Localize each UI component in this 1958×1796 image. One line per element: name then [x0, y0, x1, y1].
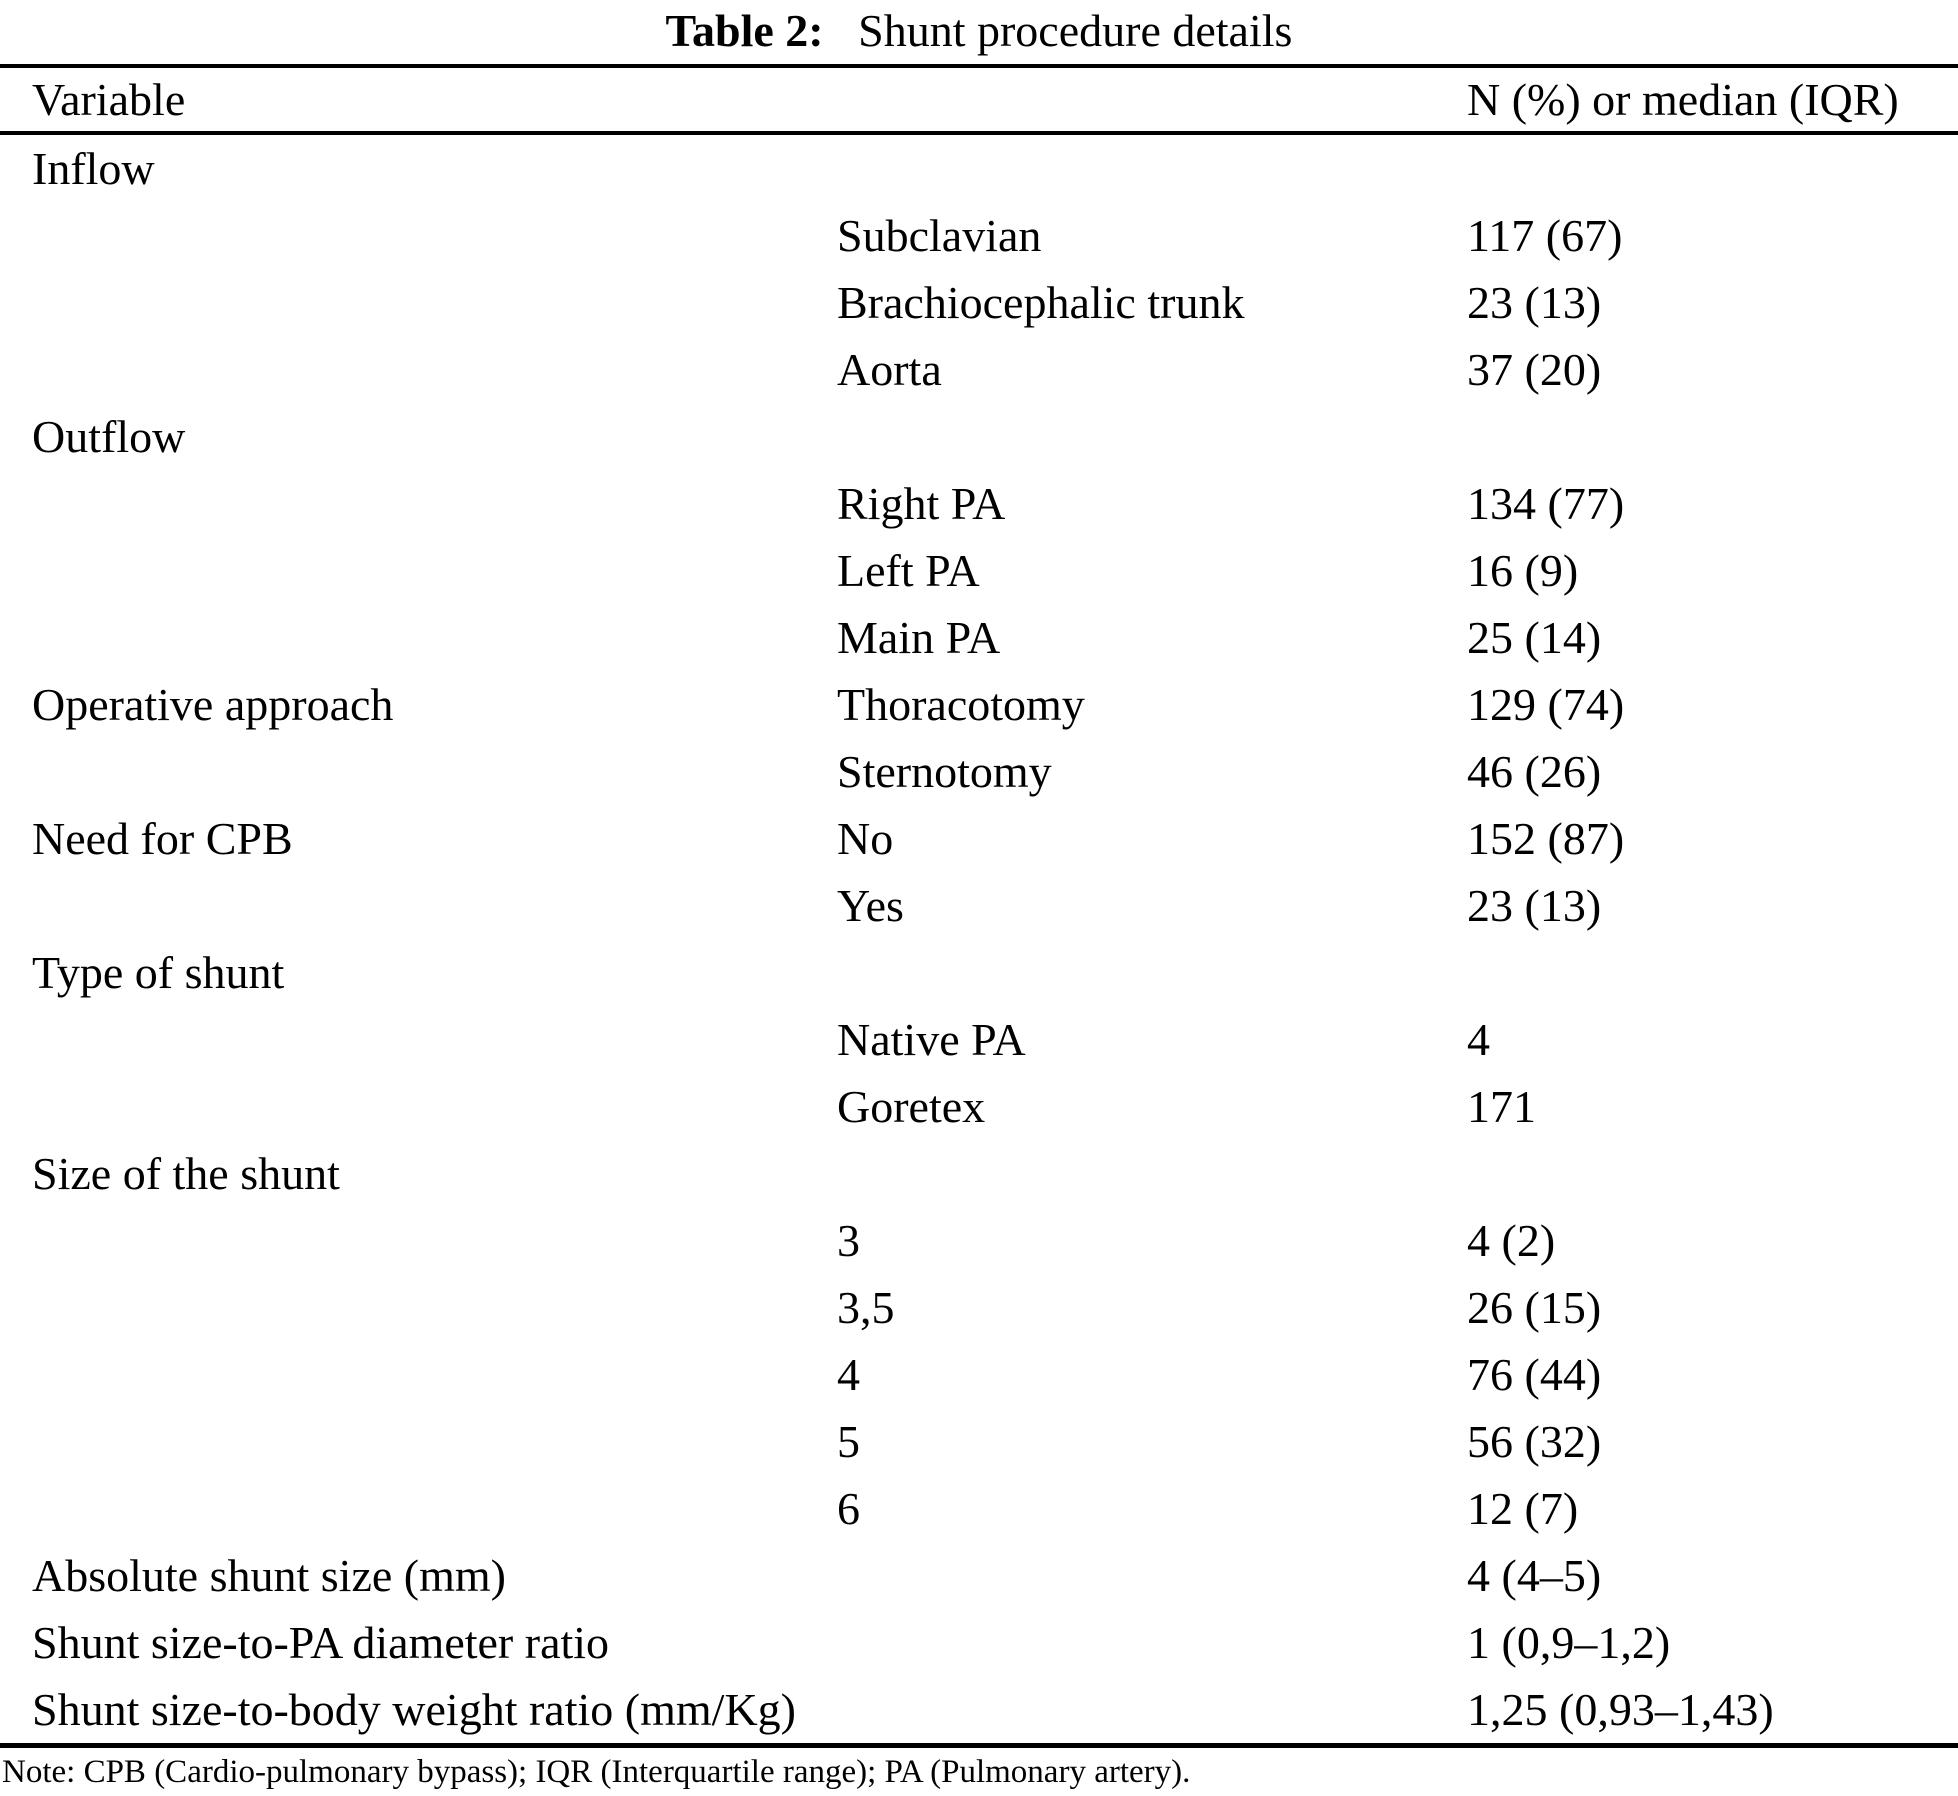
table-caption: Table 2: Shunt procedure details	[0, 2, 1958, 60]
cell-value: 1,25 (0,93–1,43)	[1467, 1684, 1774, 1735]
cell-value: 26 (15)	[1467, 1282, 1602, 1333]
cell-value: 23 (13)	[1467, 277, 1602, 328]
table-row: Absolute shunt size (mm) 4 (4–5)	[0, 1542, 1958, 1609]
cell-subcategory: Main PA	[837, 612, 1001, 663]
table-row: Native PA 4	[0, 1006, 1958, 1073]
table-row: Goretex 171	[0, 1073, 1958, 1140]
cell-variable: Size of the shunt	[32, 1148, 340, 1199]
table-caption-text: Shunt procedure details	[858, 5, 1293, 56]
cell-value: 129 (74)	[1467, 679, 1625, 730]
table-row: Subclavian 117 (67)	[0, 202, 1958, 269]
bottom-rule	[0, 1743, 1958, 1748]
cell-value: 16 (9)	[1467, 545, 1579, 596]
cell-variable: Type of shunt	[32, 947, 285, 998]
cell-subcategory: Brachiocephalic trunk	[837, 277, 1245, 328]
cell-subcategory: Sternotomy	[837, 746, 1052, 797]
cell-value: 76 (44)	[1467, 1349, 1602, 1400]
table-row: 4 76 (44)	[0, 1341, 1958, 1408]
cell-subcategory: Aorta	[837, 344, 942, 395]
cell-value: 152 (87)	[1467, 813, 1625, 864]
cell-subcategory: 6	[837, 1483, 860, 1534]
cell-variable: Outflow	[32, 411, 186, 462]
cell-subcategory: 3	[837, 1215, 860, 1266]
table-row: Shunt size-to-body weight ratio (mm/Kg) …	[0, 1676, 1958, 1743]
table-row: Yes 23 (13)	[0, 872, 1958, 939]
cell-subcategory: Subclavian	[837, 210, 1042, 261]
cell-subcategory: Yes	[837, 880, 904, 931]
table-row: Left PA 16 (9)	[0, 537, 1958, 604]
cell-variable: Shunt size-to-body weight ratio (mm/Kg)	[32, 1684, 796, 1735]
cell-value: 171	[1467, 1081, 1536, 1132]
cell-value: 12 (7)	[1467, 1483, 1579, 1534]
cell-subcategory: Thoracotomy	[837, 679, 1085, 730]
cell-subcategory: Right PA	[837, 478, 1006, 529]
header-value: N (%) or median (IQR)	[1467, 74, 1899, 125]
cell-value: 37 (20)	[1467, 344, 1602, 395]
table-row: Aorta 37 (20)	[0, 336, 1958, 403]
cell-subcategory: No	[837, 813, 894, 864]
table-row: 3,5 26 (15)	[0, 1274, 1958, 1341]
cell-subcategory: 5	[837, 1416, 860, 1467]
table-body: Inflow Subclavian 117 (67) Brachiocephal…	[0, 135, 1958, 1743]
header-variable: Variable	[32, 74, 186, 125]
table-row: Need for CPB No 152 (87)	[0, 805, 1958, 872]
table-header-row: Variable N (%) or median (IQR)	[0, 68, 1958, 131]
table-row: Inflow	[0, 135, 1958, 202]
cell-value: 56 (32)	[1467, 1416, 1602, 1467]
table-row: Shunt size-to-PA diameter ratio 1 (0,9–1…	[0, 1609, 1958, 1676]
table-row: 6 12 (7)	[0, 1475, 1958, 1542]
cell-variable: Absolute shunt size (mm)	[32, 1550, 506, 1601]
caption-spacer	[835, 5, 858, 56]
table-row: Right PA 134 (77)	[0, 470, 1958, 537]
table-row: Size of the shunt	[0, 1140, 1958, 1207]
table-row: Outflow	[0, 403, 1958, 470]
cell-variable: Need for CPB	[32, 813, 293, 864]
header-rule	[0, 131, 1958, 135]
cell-subcategory: 3,5	[837, 1282, 895, 1333]
table-row: Sternotomy 46 (26)	[0, 738, 1958, 805]
cell-subcategory: Goretex	[837, 1081, 986, 1132]
cell-value: 46 (26)	[1467, 746, 1602, 797]
cell-subcategory: 4	[837, 1349, 860, 1400]
cell-variable: Operative approach	[32, 679, 394, 730]
table-row: 5 56 (32)	[0, 1408, 1958, 1475]
top-rule	[0, 64, 1958, 68]
cell-value: 25 (14)	[1467, 612, 1602, 663]
cell-variable: Inflow	[32, 143, 155, 194]
cell-subcategory: Left PA	[837, 545, 980, 596]
cell-value: 117 (67)	[1467, 210, 1623, 261]
cell-variable: Shunt size-to-PA diameter ratio	[32, 1617, 610, 1668]
cell-subcategory: Native PA	[837, 1014, 1026, 1065]
table-caption-label: Table 2:	[665, 5, 824, 56]
table-row: Brachiocephalic trunk 23 (13)	[0, 269, 1958, 336]
table-row: 3 4 (2)	[0, 1207, 1958, 1274]
table-footnote: Note: CPB (Cardio-pulmonary bypass); IQR…	[2, 1754, 1191, 1790]
table-row: Main PA 25 (14)	[0, 604, 1958, 671]
cell-value: 23 (13)	[1467, 880, 1602, 931]
table-row: Type of shunt	[0, 939, 1958, 1006]
cell-value: 4 (4–5)	[1467, 1550, 1602, 1601]
table-row: Operative approach Thoracotomy 129 (74)	[0, 671, 1958, 738]
cell-value: 1 (0,9–1,2)	[1467, 1617, 1671, 1668]
cell-value: 4	[1467, 1014, 1490, 1065]
cell-value: 4 (2)	[1467, 1215, 1556, 1266]
cell-value: 134 (77)	[1467, 478, 1625, 529]
